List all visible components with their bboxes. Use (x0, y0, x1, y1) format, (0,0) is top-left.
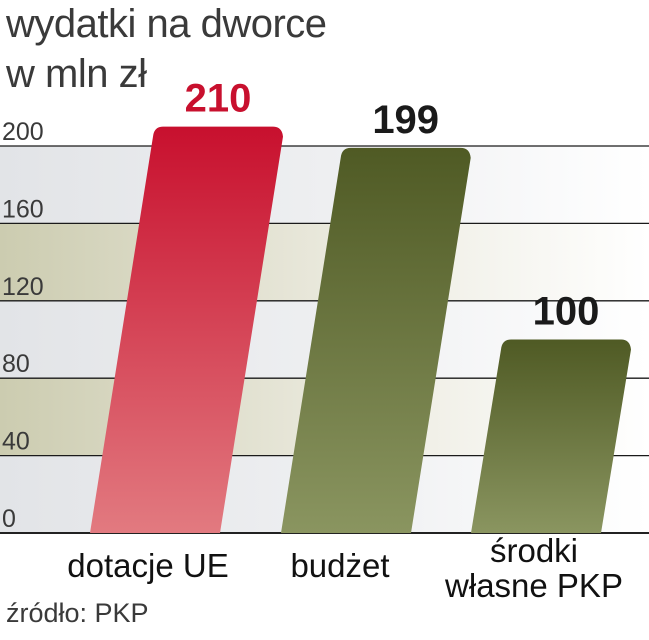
bar-1 (90, 126, 283, 534)
y-tick-label: 80 (2, 350, 30, 378)
y-tick-label: 200 (2, 118, 44, 146)
bar-3 (471, 339, 631, 533)
y-tick-label: 40 (2, 428, 30, 456)
category-label-1: dotacje UE (67, 547, 228, 584)
value-label-1: 210 (185, 77, 252, 121)
category-label-3: środki (490, 532, 578, 569)
category-label-2: budżet (290, 547, 389, 584)
category-label-3: własne PKP (444, 567, 623, 600)
source-note: źródło: PKP (6, 598, 149, 628)
value-label-3: 100 (533, 290, 600, 334)
chart-title-line-1: wydatki na dworce (6, 2, 327, 46)
y-tick-label: 0 (2, 505, 16, 533)
background-band (0, 146, 649, 224)
value-label-2: 199 (372, 98, 439, 142)
y-tick-label: 160 (2, 195, 44, 223)
chart-title-line-2: w mln zł (6, 52, 147, 96)
bar-2 (281, 147, 471, 533)
bar-chart: 210 199 100 0 40 80 120 160 200 dotacje UE budżet ś… (0, 77, 649, 600)
y-tick-label: 120 (2, 273, 44, 301)
